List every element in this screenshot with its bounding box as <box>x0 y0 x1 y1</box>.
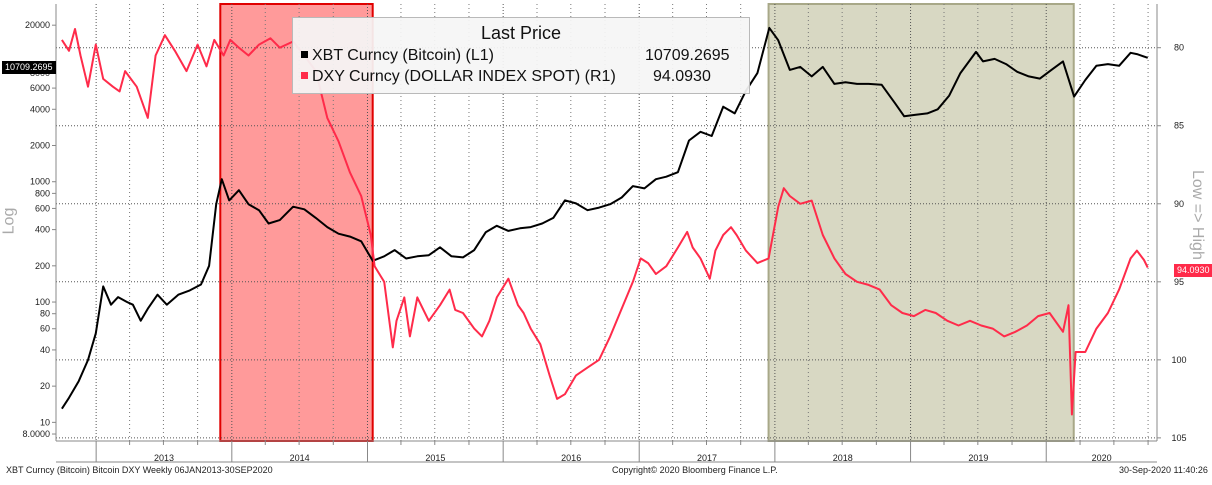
footer-copyright: Copyright© 2020 Bloomberg Finance L.P. <box>612 465 778 475</box>
y-right-tick-label-95: 95 <box>1174 277 1184 287</box>
last-value-badge-dxy: 94.0930 <box>1174 264 1212 277</box>
legend-label-bitcoin: XBT Curncy (Bitcoin) (L1) <box>312 47 494 64</box>
legend-entry-dxy: DXY Curncy (DOLLAR INDEX SPOT) (R1) 94.0… <box>301 68 711 86</box>
x-tick-label-2019: 2019 <box>968 453 988 463</box>
legend-swatch-dxy <box>301 72 308 79</box>
x-tick-label-2013: 2013 <box>154 453 174 463</box>
y-left-tick-label-80: 80 <box>40 309 50 319</box>
shaded-region-2 <box>767 3 1075 442</box>
y-left-tick-label-40: 40 <box>40 345 50 355</box>
legend-value-bitcoin: 10709.2695 <box>645 47 730 64</box>
y-left-tick-label-800: 800 <box>35 188 50 198</box>
y-left-axis-label: Log <box>0 207 18 235</box>
x-tick-label-2014: 2014 <box>290 453 310 463</box>
footer-description: XBT Curncy (Bitcoin) Bitcoin DXY Weekly … <box>6 465 273 475</box>
legend-value-dxy: 94.0930 <box>653 68 711 85</box>
y-right-tick-label-105: 105 <box>1171 433 1186 443</box>
y-left-tick-label-200: 200 <box>35 261 50 271</box>
x-tick-label-2015: 2015 <box>425 453 445 463</box>
y-right-tick-label-80: 80 <box>1174 43 1184 53</box>
x-tick-label-2016: 2016 <box>561 453 581 463</box>
y-left-tick-label-6000: 6000 <box>30 83 50 93</box>
y-right-tick-label-100: 100 <box>1171 355 1186 365</box>
y-left-tick-label-20: 20 <box>40 381 50 391</box>
y-left-tick-label-2000: 2000 <box>30 141 50 151</box>
y-right-tick-label-90: 90 <box>1174 199 1184 209</box>
y-left-tick-label-100: 100 <box>35 297 50 307</box>
y-left-tick-label-1000: 1000 <box>30 177 50 187</box>
y-left-tick-label-60: 60 <box>40 324 50 334</box>
axes <box>52 4 1161 463</box>
y-left-tick-label-8: 8.0000 <box>22 429 50 439</box>
y-left-tick-label-400: 400 <box>35 225 50 235</box>
y-left-tick-label-600: 600 <box>35 203 50 213</box>
y-right-tick-label-85: 85 <box>1174 121 1184 131</box>
y-left-tick-label-10: 10 <box>40 417 50 427</box>
x-tick-label-2017: 2017 <box>697 453 717 463</box>
tick-labels: 2013 2014 2015 2016 2017 2018 2019 2020 80 85 90 95… <box>22 20 1186 463</box>
footer-timestamp: 30-Sep-2020 11:40:26 <box>1119 465 1208 475</box>
series-line-bitcoin <box>61 26 1149 410</box>
series-line-dxy <box>61 28 1149 416</box>
y-left-tick-label-4000: 4000 <box>30 104 50 114</box>
legend-title: Last Price <box>480 23 562 43</box>
legend-label-dxy: DXY Curncy (DOLLAR INDEX SPOT) (R1) <box>312 68 616 85</box>
legend-swatch-bitcoin <box>301 51 308 58</box>
y-right-axis-label: Low => High <box>1189 170 1206 260</box>
last-value-badge-bitcoin: 10709.2695 <box>2 61 56 74</box>
legend-entry-bitcoin: XBT Curncy (Bitcoin) (L1) 10709.2695 <box>301 47 730 65</box>
series-lines <box>61 26 1149 416</box>
legend: Last Price XBT Curncy (Bitcoin) (L1) 107… <box>292 17 750 94</box>
y-left-tick-label-20000: 20000 <box>25 20 50 30</box>
x-tick-label-2020: 2020 <box>1092 453 1112 463</box>
x-tick-label-2018: 2018 <box>833 453 853 463</box>
